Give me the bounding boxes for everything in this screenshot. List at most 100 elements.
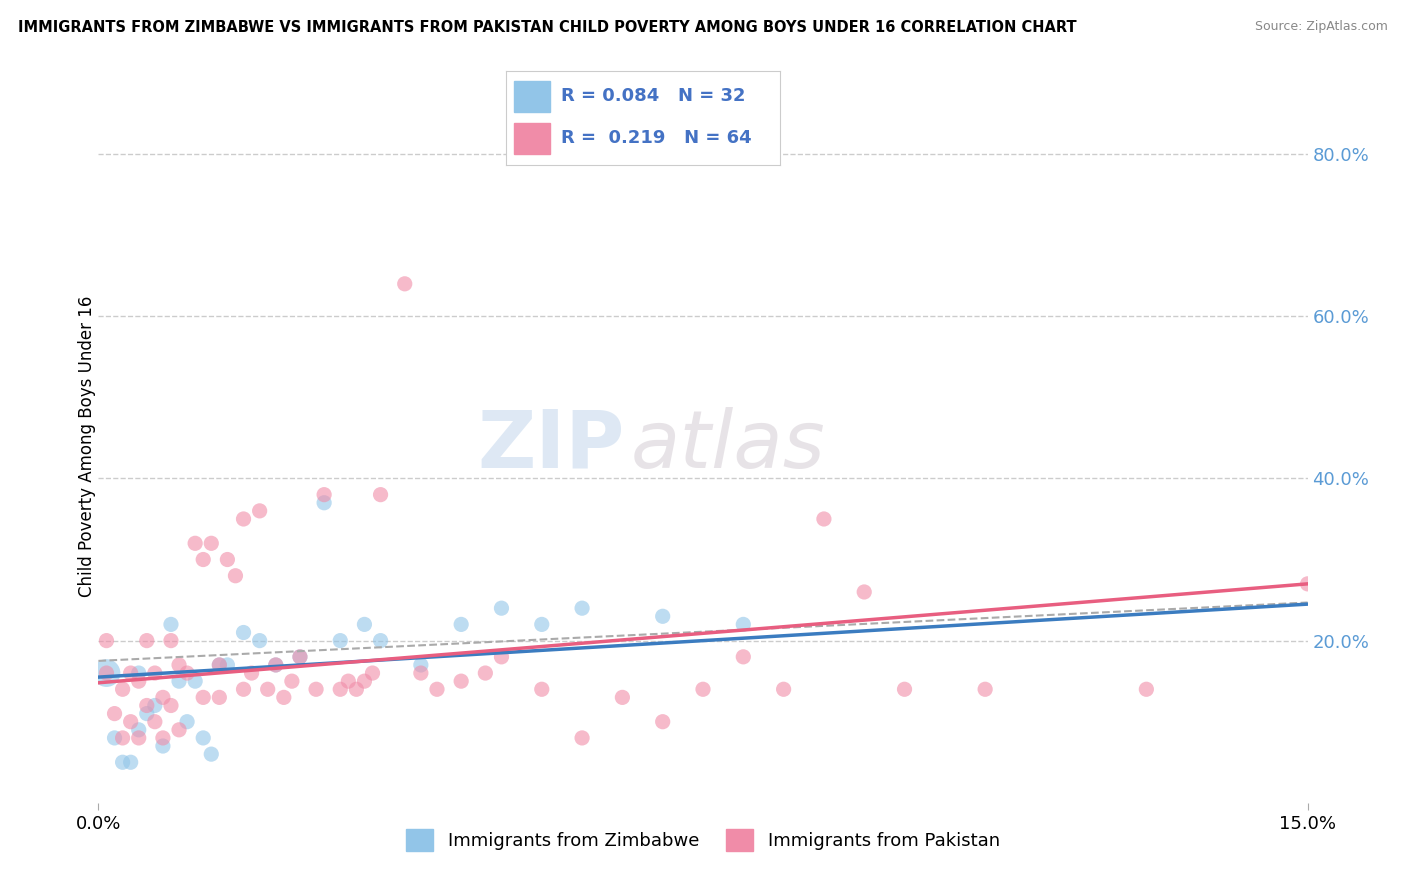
Point [813, 512, 835, 526]
Point [450, 674, 472, 689]
Point [176, 666, 198, 681]
Point [651, 714, 673, 729]
Point [264, 657, 287, 672]
Point [344, 682, 367, 697]
Point [288, 649, 311, 664]
Point [409, 657, 432, 672]
Point [692, 682, 714, 697]
Point [353, 617, 375, 632]
Point [135, 706, 157, 721]
Point [1296, 577, 1319, 591]
Point [409, 666, 432, 681]
Y-axis label: Child Poverty Among Boys Under 16: Child Poverty Among Boys Under 16 [79, 295, 96, 597]
Point [160, 617, 183, 632]
Point [200, 747, 222, 761]
Point [273, 690, 295, 705]
Point [571, 731, 593, 745]
Legend: Immigrants from Zimbabwe, Immigrants from Pakistan: Immigrants from Zimbabwe, Immigrants fro… [399, 822, 1007, 858]
Point [370, 488, 392, 502]
Point [232, 512, 254, 526]
Point [240, 666, 263, 681]
Point [394, 277, 416, 291]
Point [184, 536, 207, 550]
Point [329, 633, 352, 648]
Point [160, 633, 183, 648]
Point [128, 723, 150, 737]
Point [96, 666, 118, 681]
Point [184, 674, 207, 689]
Point [491, 601, 513, 615]
Point [143, 666, 166, 681]
Text: ZIP: ZIP [477, 407, 624, 485]
Point [143, 714, 166, 729]
Point [128, 666, 150, 681]
Point [111, 731, 134, 745]
Point [288, 649, 311, 664]
Point [474, 666, 496, 681]
Point [217, 552, 239, 566]
Point [135, 698, 157, 713]
Point [491, 649, 513, 664]
Point [353, 674, 375, 689]
Text: R = 0.084   N = 32: R = 0.084 N = 32 [561, 87, 745, 105]
Point [232, 682, 254, 697]
Point [128, 731, 150, 745]
Point [96, 633, 118, 648]
Point [612, 690, 634, 705]
Point [135, 633, 157, 648]
Point [530, 617, 553, 632]
Point [893, 682, 915, 697]
Point [152, 731, 174, 745]
Point [193, 552, 215, 566]
Point [361, 666, 384, 681]
Point [281, 674, 304, 689]
Point [426, 682, 449, 697]
Text: IMMIGRANTS FROM ZIMBABWE VS IMMIGRANTS FROM PAKISTAN CHILD POVERTY AMONG BOYS UN: IMMIGRANTS FROM ZIMBABWE VS IMMIGRANTS F… [18, 20, 1077, 35]
Text: atlas: atlas [630, 407, 825, 485]
Point [111, 682, 134, 697]
Point [305, 682, 328, 697]
Bar [515, 123, 550, 153]
Point [120, 756, 142, 770]
Text: R =  0.219   N = 64: R = 0.219 N = 64 [561, 129, 752, 147]
Point [167, 674, 190, 689]
Point [152, 739, 174, 753]
Point [103, 731, 125, 745]
Point [974, 682, 997, 697]
Point [120, 714, 142, 729]
Point [160, 698, 183, 713]
Point [176, 714, 198, 729]
Point [232, 625, 254, 640]
Point [249, 633, 271, 648]
Point [208, 657, 231, 672]
Point [450, 617, 472, 632]
Point [120, 666, 142, 681]
Point [193, 731, 215, 745]
Point [96, 666, 118, 681]
Point [224, 568, 246, 582]
Point [651, 609, 673, 624]
Point [111, 756, 134, 770]
Bar [515, 81, 550, 112]
Point [530, 682, 553, 697]
Point [337, 674, 360, 689]
Point [167, 657, 190, 672]
Point [772, 682, 794, 697]
Point [1135, 682, 1157, 697]
Point [167, 723, 190, 737]
Point [143, 698, 166, 713]
Point [853, 585, 876, 599]
Point [314, 488, 336, 502]
Text: Source: ZipAtlas.com: Source: ZipAtlas.com [1254, 20, 1388, 33]
Point [208, 657, 231, 672]
Point [217, 657, 239, 672]
Point [256, 682, 278, 697]
Point [370, 633, 392, 648]
Point [329, 682, 352, 697]
Point [733, 617, 755, 632]
Point [264, 657, 287, 672]
Point [200, 536, 222, 550]
Point [208, 690, 231, 705]
Point [733, 649, 755, 664]
Point [152, 690, 174, 705]
